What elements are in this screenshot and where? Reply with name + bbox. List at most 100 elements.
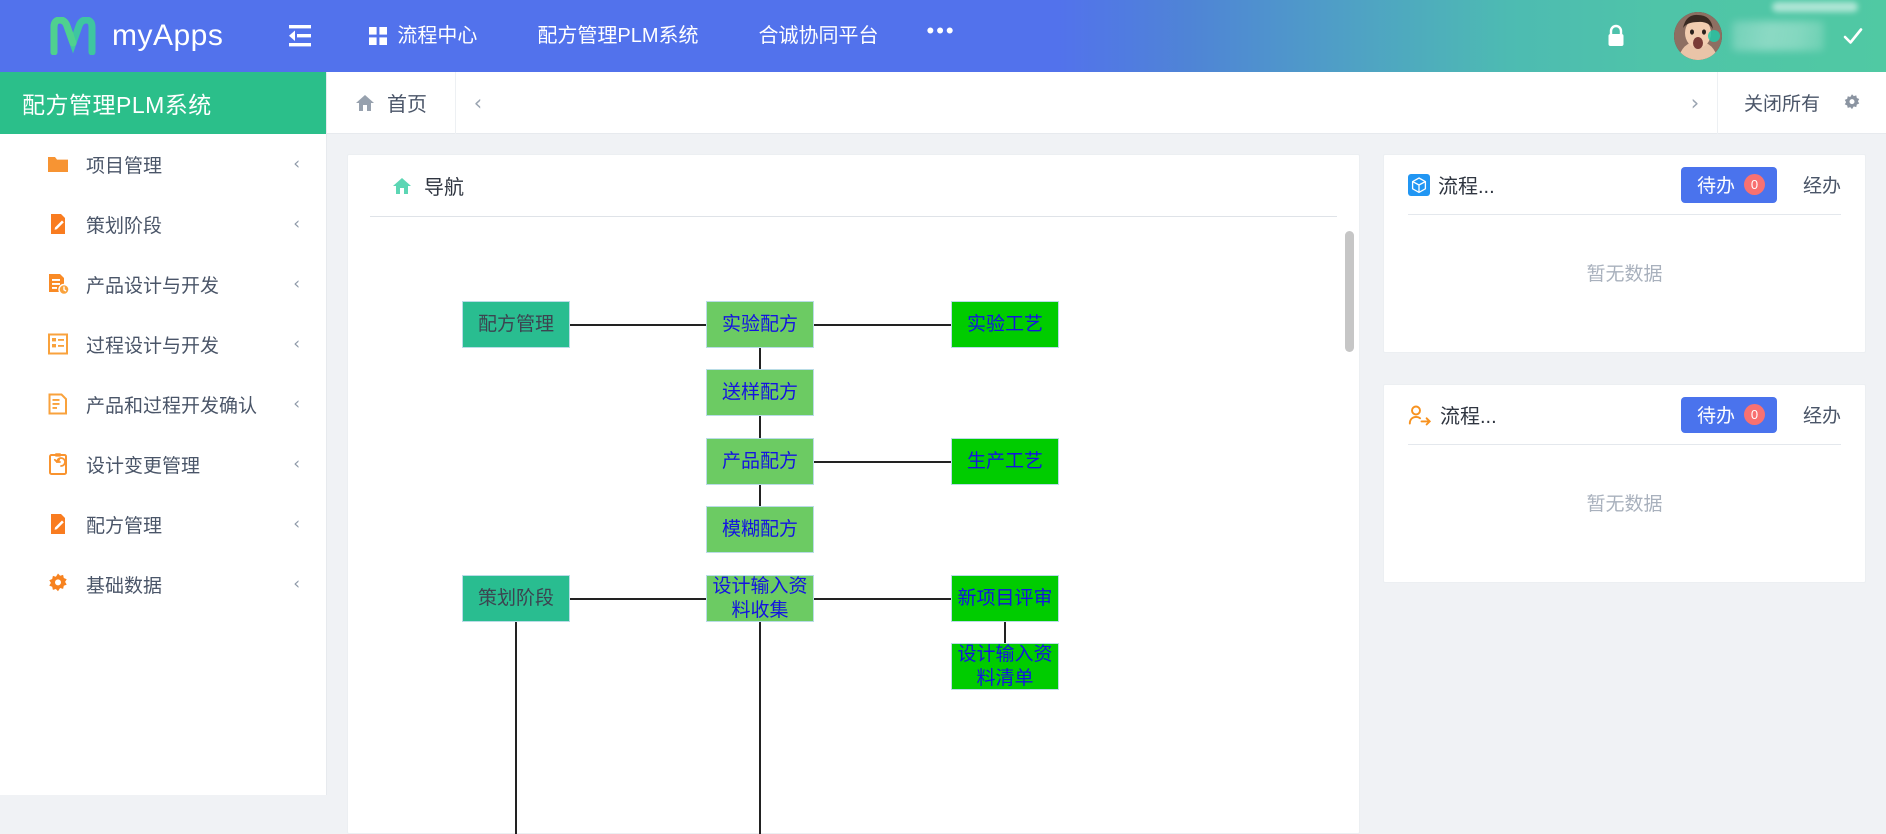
sidebar-title: 配方管理PLM系统 [0, 72, 326, 134]
sidebar-item-label: 产品和过程开发确认 [86, 395, 258, 417]
sidebar-item-product-design[interactable]: 产品设计与开发 ‹ [0, 254, 326, 314]
home-icon [355, 94, 375, 112]
flow-node[interactable]: 送样配方 [706, 369, 814, 416]
process-card-2: 流程... 待办 0 经办 暂无数据 [1383, 384, 1866, 583]
flow-edge [814, 460, 951, 463]
flow-node-label: 产品配方 [721, 450, 798, 472]
flow-node[interactable]: 模糊配方 [706, 506, 814, 553]
flow-edge [570, 597, 706, 600]
sidebar-item-process-design[interactable]: 过程设计与开发 ‹ [0, 314, 326, 374]
navigation-flow-header: 导航 [370, 155, 1337, 217]
flow-vertical-scrollbar[interactable] [1345, 231, 1354, 352]
flow-node[interactable]: 实验工艺 [951, 301, 1059, 348]
navigation-flow-viewport[interactable]: 配方管理 实验配方 实验工艺送样配方产品配方 生产工艺模糊配方策划阶段 设计输入资料收集… [348, 218, 1359, 834]
flow-node-label: 设计输入资料收集 [712, 576, 808, 621]
tab-home-label: 首页 [387, 94, 427, 116]
tab-strip-right-group: › 关闭所有 [1673, 71, 1886, 134]
sidebar-item-formula-management[interactable]: 配方管理 ‹ [0, 494, 326, 554]
sidebar-item-label: 产品设计与开发 [86, 275, 220, 297]
top-bar-right-group [1606, 0, 1864, 72]
chevron-left-icon[interactable]: ‹ [293, 394, 300, 414]
pending-tab-label: 待办 [1696, 176, 1735, 197]
nav-more-button[interactable]: ••• [926, 18, 956, 43]
tabs-scroll-left-button[interactable]: ‹ [473, 90, 483, 115]
sidebar-item-product-process-validation[interactable]: 产品和过程开发确认 ‹ [0, 374, 326, 434]
collapse-sidebar-icon[interactable] [283, 21, 317, 51]
chevron-left-icon[interactable]: ‹ [293, 454, 300, 474]
sidebar-item-label: 配方管理 [86, 515, 163, 537]
flow-edge [759, 622, 761, 834]
brand-logo[interactable]: myApps [50, 16, 224, 56]
flow-edge [759, 348, 761, 369]
pending-tab-button[interactable]: 待办 0 [1680, 166, 1777, 203]
flow-node[interactable]: 实验配方 [706, 301, 814, 348]
flow-node[interactable]: 产品配方 [706, 438, 814, 485]
flow-node[interactable]: 配方管理 [462, 301, 570, 348]
doc-clock-icon [46, 272, 70, 296]
check-icon[interactable] [1842, 25, 1864, 47]
flow-node-label: 设计输入资料清单 [957, 644, 1053, 689]
chevron-left-icon[interactable]: ‹ [293, 214, 300, 234]
process-card-2-actions: 待办 0 经办 [1680, 396, 1841, 433]
nav-item-2[interactable]: 合诚协同平台 [759, 26, 879, 46]
chevron-left-icon[interactable]: ‹ [293, 154, 300, 174]
flow-node[interactable]: 设计输入资料清单 [951, 643, 1059, 690]
home-icon [392, 177, 412, 195]
edit-note-icon [46, 512, 70, 536]
sidebar-item-planning-stage[interactable]: 策划阶段 ‹ [0, 194, 326, 254]
tab-strip: 首页 ‹ › 关闭所有 [327, 71, 1886, 134]
navigation-flow-title: 导航 [424, 177, 464, 199]
process-card-1-header: 流程... 待办 0 经办 [1408, 155, 1841, 215]
lock-icon[interactable] [1606, 24, 1626, 48]
handled-tab-button[interactable]: 经办 [1802, 406, 1841, 427]
gear-icon[interactable] [1834, 72, 1886, 134]
edit-note-icon [46, 212, 70, 236]
nav-item-0[interactable]: 流程中心 [369, 26, 477, 46]
flow-edge [814, 597, 951, 600]
nav-item-label: 流程中心 [397, 25, 478, 47]
avatar[interactable] [1674, 12, 1722, 60]
gear-icon [46, 572, 70, 596]
flow-node[interactable]: 策划阶段 [462, 575, 570, 622]
flow-node-label: 策划阶段 [477, 587, 554, 609]
clipboard-undo-icon [46, 452, 70, 476]
sidebar-item-label: 基础数据 [86, 575, 163, 597]
sidebar-item-design-change-management[interactable]: 设计变更管理 ‹ [0, 434, 326, 494]
top-nav-menu: 流程中心 配方管理PLM系统 合诚协同平台 ••• [369, 18, 955, 54]
grid-icon [369, 27, 388, 45]
chevron-left-icon[interactable]: ‹ [293, 574, 300, 594]
flow-node-label: 送样配方 [721, 381, 798, 403]
username-redacted [1732, 21, 1824, 51]
process-card-2-title: 流程... [1440, 406, 1497, 428]
flow-node-label: 实验配方 [721, 313, 798, 335]
process-card-1: 流程... 待办 0 经办 暂无数据 [1383, 154, 1866, 353]
sidebar-item-basic-data[interactable]: 基础数据 ‹ [0, 554, 326, 614]
brand-name: myApps [112, 19, 224, 52]
sidebar-item-project-management[interactable]: 项目管理 ‹ [0, 134, 326, 194]
navigation-flow-canvas: 配方管理 实验配方 实验工艺送样配方产品配方 生产工艺模糊配方策划阶段 设计输入资料收集… [348, 218, 1359, 834]
sidebar-item-label: 策划阶段 [86, 215, 163, 237]
process-card-1-empty-state: 暂无数据 [1586, 264, 1663, 285]
pending-tab-button[interactable]: 待办 0 [1680, 396, 1777, 433]
folder-icon [46, 152, 70, 176]
tab-home[interactable]: 首页 [327, 71, 456, 134]
nav-item-1[interactable]: 配方管理PLM系统 [537, 26, 698, 46]
flow-node[interactable]: 设计输入资料收集 [706, 575, 814, 622]
process-card-1-title: 流程... [1438, 176, 1495, 198]
nav-item-label: 合诚协同平台 [758, 25, 879, 47]
sidebar: 配方管理PLM系统 项目管理 ‹ 策划阶段 ‹ [0, 72, 327, 795]
flow-node[interactable]: 生产工艺 [951, 438, 1059, 485]
nav-item-label: 配方管理PLM系统 [537, 25, 699, 47]
chevron-left-icon[interactable]: ‹ [293, 514, 300, 534]
tabs-scroll-right-button[interactable]: › [1690, 90, 1700, 115]
flow-node-label: 模糊配方 [721, 518, 798, 540]
flow-node[interactable]: 新项目评审 [951, 575, 1059, 622]
workspace: 导航 配方管理 实验配方 实验工艺 送样配方 产品配方 生产工艺 模糊配方 策划阶段 设计输入资… [327, 134, 1886, 834]
chevron-left-icon[interactable]: ‹ [293, 334, 300, 354]
handled-tab-button[interactable]: 经办 [1802, 176, 1841, 197]
chevron-left-icon[interactable]: ‹ [293, 274, 300, 294]
checklist-icon [46, 332, 70, 356]
navigation-flow-panel: 导航 配方管理 实验配方 实验工艺 送样配方 产品配方 生产工艺 模糊配方 策划阶段 设计输入资… [347, 154, 1360, 834]
close-all-tabs-button[interactable]: 关闭所有 [1716, 71, 1834, 134]
flow-node-label: 配方管理 [477, 313, 554, 335]
